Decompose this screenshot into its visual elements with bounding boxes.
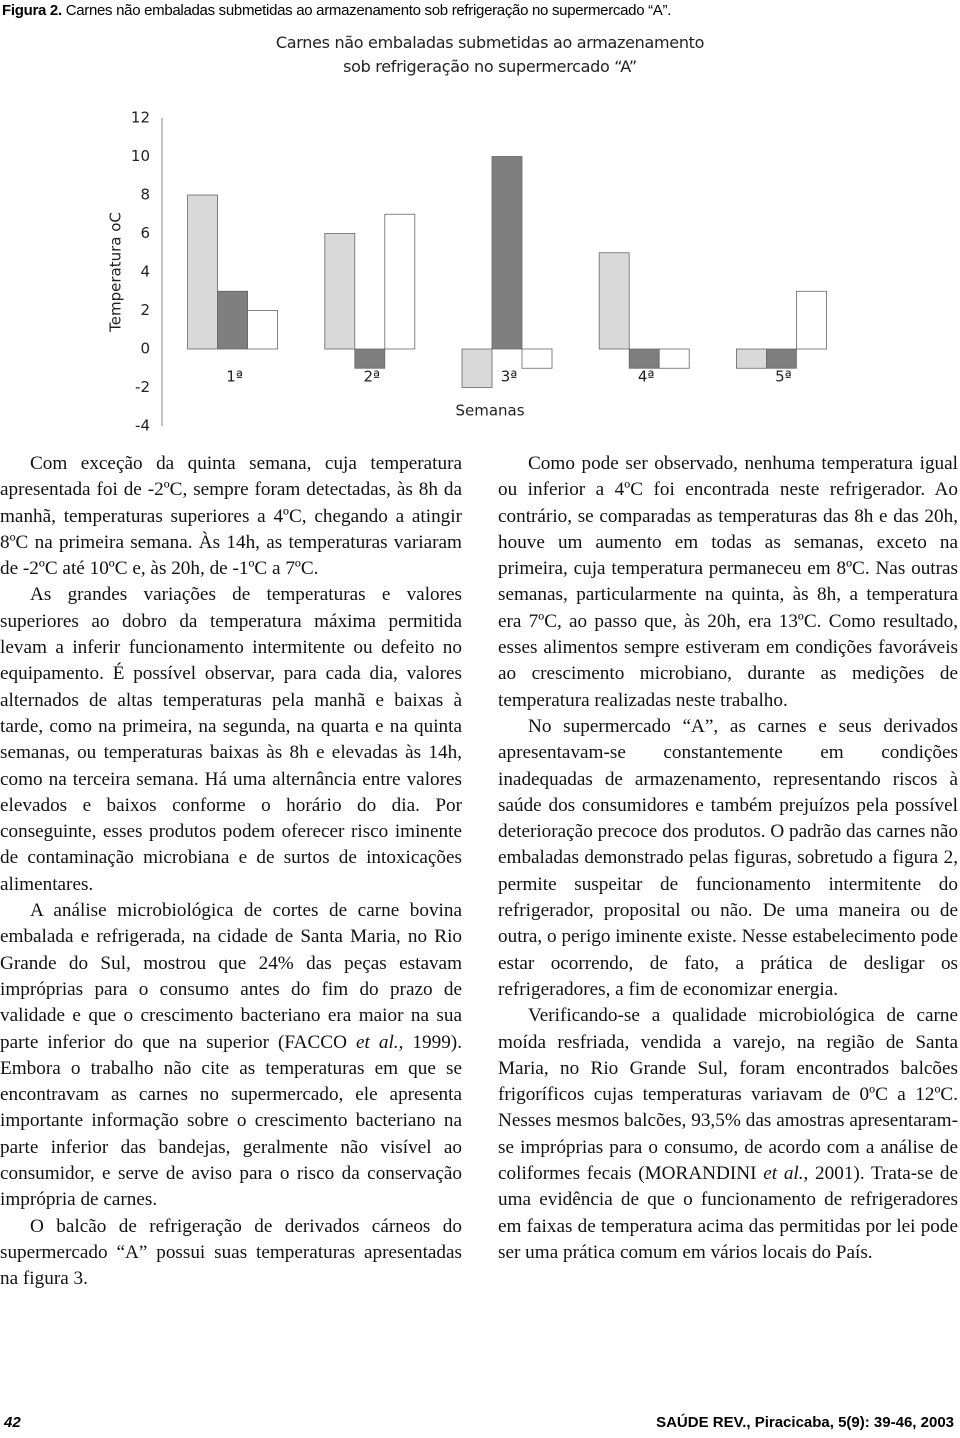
text-run: Verificando-se a qualidade microbiológic… <box>498 1005 958 1185</box>
italic-text: et al. <box>763 1163 804 1185</box>
bar <box>796 290 827 350</box>
text-column: Como pode ser observado, nenhuma tempera… <box>498 451 958 1266</box>
y-axis-label: Temperatura oC <box>107 212 125 333</box>
x-tick-label: 3ª <box>501 368 518 386</box>
bar <box>658 348 690 369</box>
bar <box>628 348 660 369</box>
italic-text: et al. <box>355 1031 399 1053</box>
bar <box>354 348 386 369</box>
bar <box>384 213 416 350</box>
bar <box>187 194 219 350</box>
paragraph: No supermercado “A”, as carnes e seus de… <box>498 714 958 1003</box>
y-tick-label: 12 <box>131 109 150 127</box>
text-column: Com exceção da quinta semana, cuja tempe… <box>0 451 462 1293</box>
bar <box>521 348 553 369</box>
paragraph: As grandes variações de temperaturas e v… <box>0 582 462 898</box>
bar <box>766 348 797 369</box>
bar <box>598 252 630 350</box>
text-run: A análise microbiológica de cortes de ca… <box>0 900 462 1053</box>
y-tick-label: -4 <box>135 417 150 435</box>
paragraph: A análise microbiológica de cortes de ca… <box>0 898 462 1214</box>
paragraph: Verificando-se a qualidade microbiológic… <box>498 1003 958 1266</box>
x-tick-label: 1ª <box>226 368 243 386</box>
figure-caption: Figura 2. Carnes não embaladas submetida… <box>2 2 671 19</box>
bar <box>217 290 249 350</box>
paragraph: Como pode ser observado, nenhuma tempera… <box>498 451 958 714</box>
journal-reference: SAÚDE REV., Piracicaba, 5(9): 39-46, 200… <box>656 1414 954 1431</box>
caption-text: Carnes não embaladas submetidas ao armaz… <box>65 2 672 19</box>
caption-label: Figura 2. <box>2 2 62 19</box>
paragraph: O balcão de refrigeração de derivados cá… <box>0 1214 462 1293</box>
text-run: As grandes variações de temperaturas e v… <box>0 584 462 895</box>
bar <box>461 348 493 388</box>
text-run: , 1999). Embora o trabalho não cite as t… <box>0 1031 462 1211</box>
y-tick-label: 2 <box>140 301 150 319</box>
page-number: 42 <box>4 1414 21 1431</box>
chart: Temperatura oC Semanas -4 -2 0 2 4 6 8 10 12 1ª 2ª… <box>107 109 827 435</box>
paragraph: Com exceção da quinta semana, cuja tempe… <box>0 451 462 582</box>
bar <box>324 233 356 350</box>
bar <box>491 156 523 350</box>
bar <box>247 310 279 350</box>
text-run: Como pode ser observado, nenhuma tempera… <box>498 453 958 711</box>
y-tick-label: 4 <box>140 263 150 281</box>
x-axis-label: Semanas <box>455 402 524 420</box>
y-tick-label: 8 <box>140 186 150 204</box>
y-tick-label: 10 <box>131 147 150 165</box>
x-tick-label: 5ª <box>775 368 792 386</box>
text-run: , 2001). Trata-se de uma evidência de qu… <box>498 1163 958 1263</box>
x-tick-label: 2ª <box>363 368 380 386</box>
text-run: Com exceção da quinta semana, cuja tempe… <box>0 453 462 580</box>
y-tick-label: -2 <box>135 378 150 396</box>
text-run: No supermercado “A”, as carnes e seus de… <box>498 715 958 1000</box>
x-tick-label: 4ª <box>638 368 655 386</box>
chart-title: Carnes não embaladas submetidas ao armaz… <box>275 33 705 76</box>
y-tick-label: 6 <box>140 224 150 242</box>
y-tick-label: 0 <box>140 340 150 358</box>
bar <box>736 348 767 369</box>
text-run: O balcão de refrigeração de derivados cá… <box>0 1215 462 1290</box>
